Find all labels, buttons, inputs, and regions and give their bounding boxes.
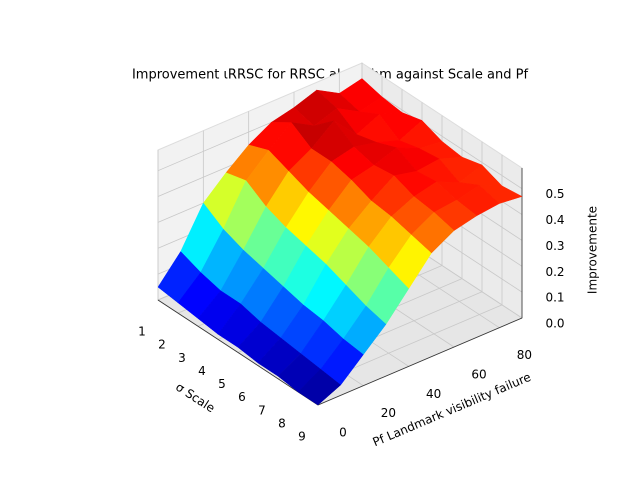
z-tick-label: 0.1 [545, 291, 564, 305]
y-tick-label: 60 [471, 368, 486, 382]
y-tick-label: 80 [517, 348, 532, 362]
x-axis-label: σ Scale [173, 380, 217, 416]
surface-facet [297, 368, 342, 406]
axis-line [157, 299, 319, 406]
y-tick-label: 40 [426, 387, 441, 401]
chart-title: Improvement ιRRSC for RRSC algorithm aga… [132, 68, 528, 83]
z-tick-label: 0.3 [545, 239, 564, 253]
x-tick-label: 6 [238, 390, 246, 404]
x-tick-label: 7 [258, 403, 266, 417]
x-tick-label: 5 [218, 377, 226, 391]
x-tick-label: 9 [298, 430, 306, 444]
axis-line [317, 317, 523, 406]
z-tick-label: 0.0 [545, 317, 564, 331]
y-tick-label: 20 [381, 406, 396, 420]
x-tick-label: 4 [198, 364, 206, 378]
y-tick-label: 0 [339, 426, 347, 440]
grid-line [361, 83, 523, 190]
z-tick-label: 0.4 [545, 213, 564, 227]
z-tick-label: 0.2 [545, 265, 564, 279]
x-tick-label: 1 [138, 325, 146, 339]
z-tick-label: 0.5 [545, 187, 564, 201]
x-tick-label: 8 [278, 416, 286, 430]
x-tick-label: 3 [178, 351, 186, 365]
z-axis-label: Improvemente [586, 206, 600, 294]
x-tick-label: 2 [158, 338, 166, 352]
